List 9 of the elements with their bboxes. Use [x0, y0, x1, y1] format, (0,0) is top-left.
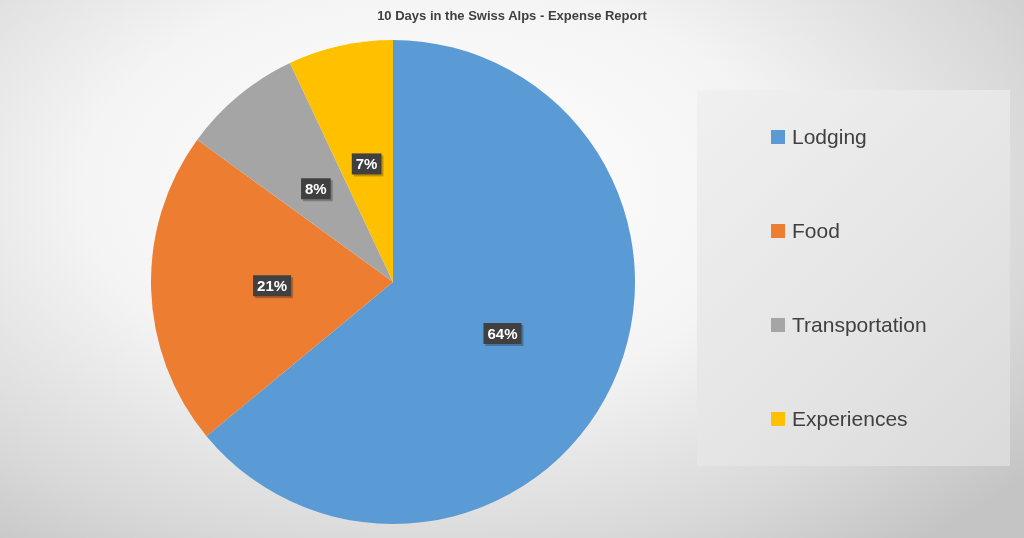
data-label: 21%: [257, 276, 288, 294]
legend-label: Experiences: [792, 407, 908, 431]
chart-title: 10 Days in the Swiss Alps - Expense Report: [376, 8, 648, 23]
legend-label: Food: [792, 219, 840, 243]
data-label: 8%: [305, 179, 327, 197]
legend-label: Transportation: [792, 313, 927, 337]
data-label: 64%: [487, 324, 518, 342]
data-label: 7%: [355, 155, 378, 173]
legend-label: Lodging: [792, 125, 867, 149]
